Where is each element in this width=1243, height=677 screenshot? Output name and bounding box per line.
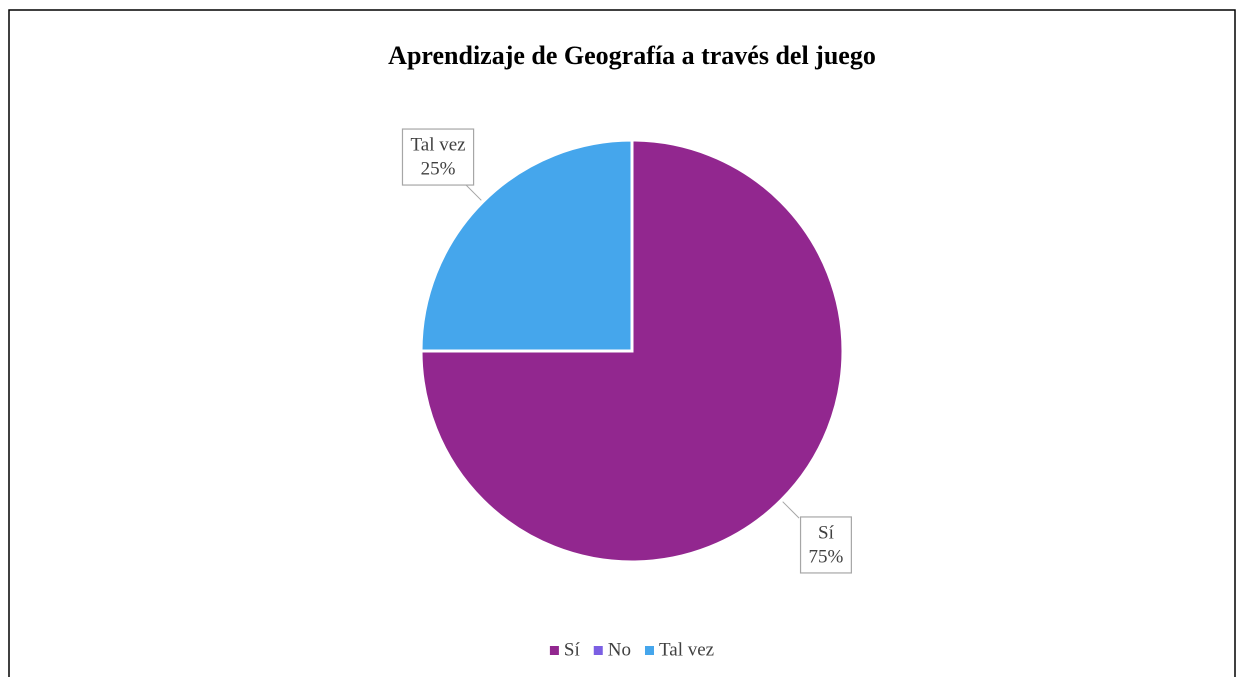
leader-line: [464, 183, 482, 201]
legend-label: Sí: [564, 639, 581, 660]
data-label-box: [799, 516, 852, 574]
chart-title: Aprendizaje de Geografía a través del ju…: [388, 41, 876, 70]
pie-slice: [419, 138, 634, 353]
pie-slice: [419, 138, 845, 564]
data-label-category: Tal vez: [410, 134, 465, 155]
chart-frame: [8, 9, 1236, 677]
legend-label: Tal vez: [659, 639, 714, 660]
data-label-category: Sí: [818, 522, 835, 543]
legend-swatch: [644, 646, 654, 655]
legend-swatch: [593, 646, 603, 655]
data-label-box: [401, 128, 475, 186]
legend: Sí No Tal vez: [549, 639, 714, 660]
legend-swatch: [549, 646, 559, 655]
leader-line: [782, 501, 800, 519]
data-label-value: 75%: [809, 546, 844, 567]
data-label-value: 25%: [421, 158, 456, 179]
legend-label: No: [608, 639, 631, 660]
